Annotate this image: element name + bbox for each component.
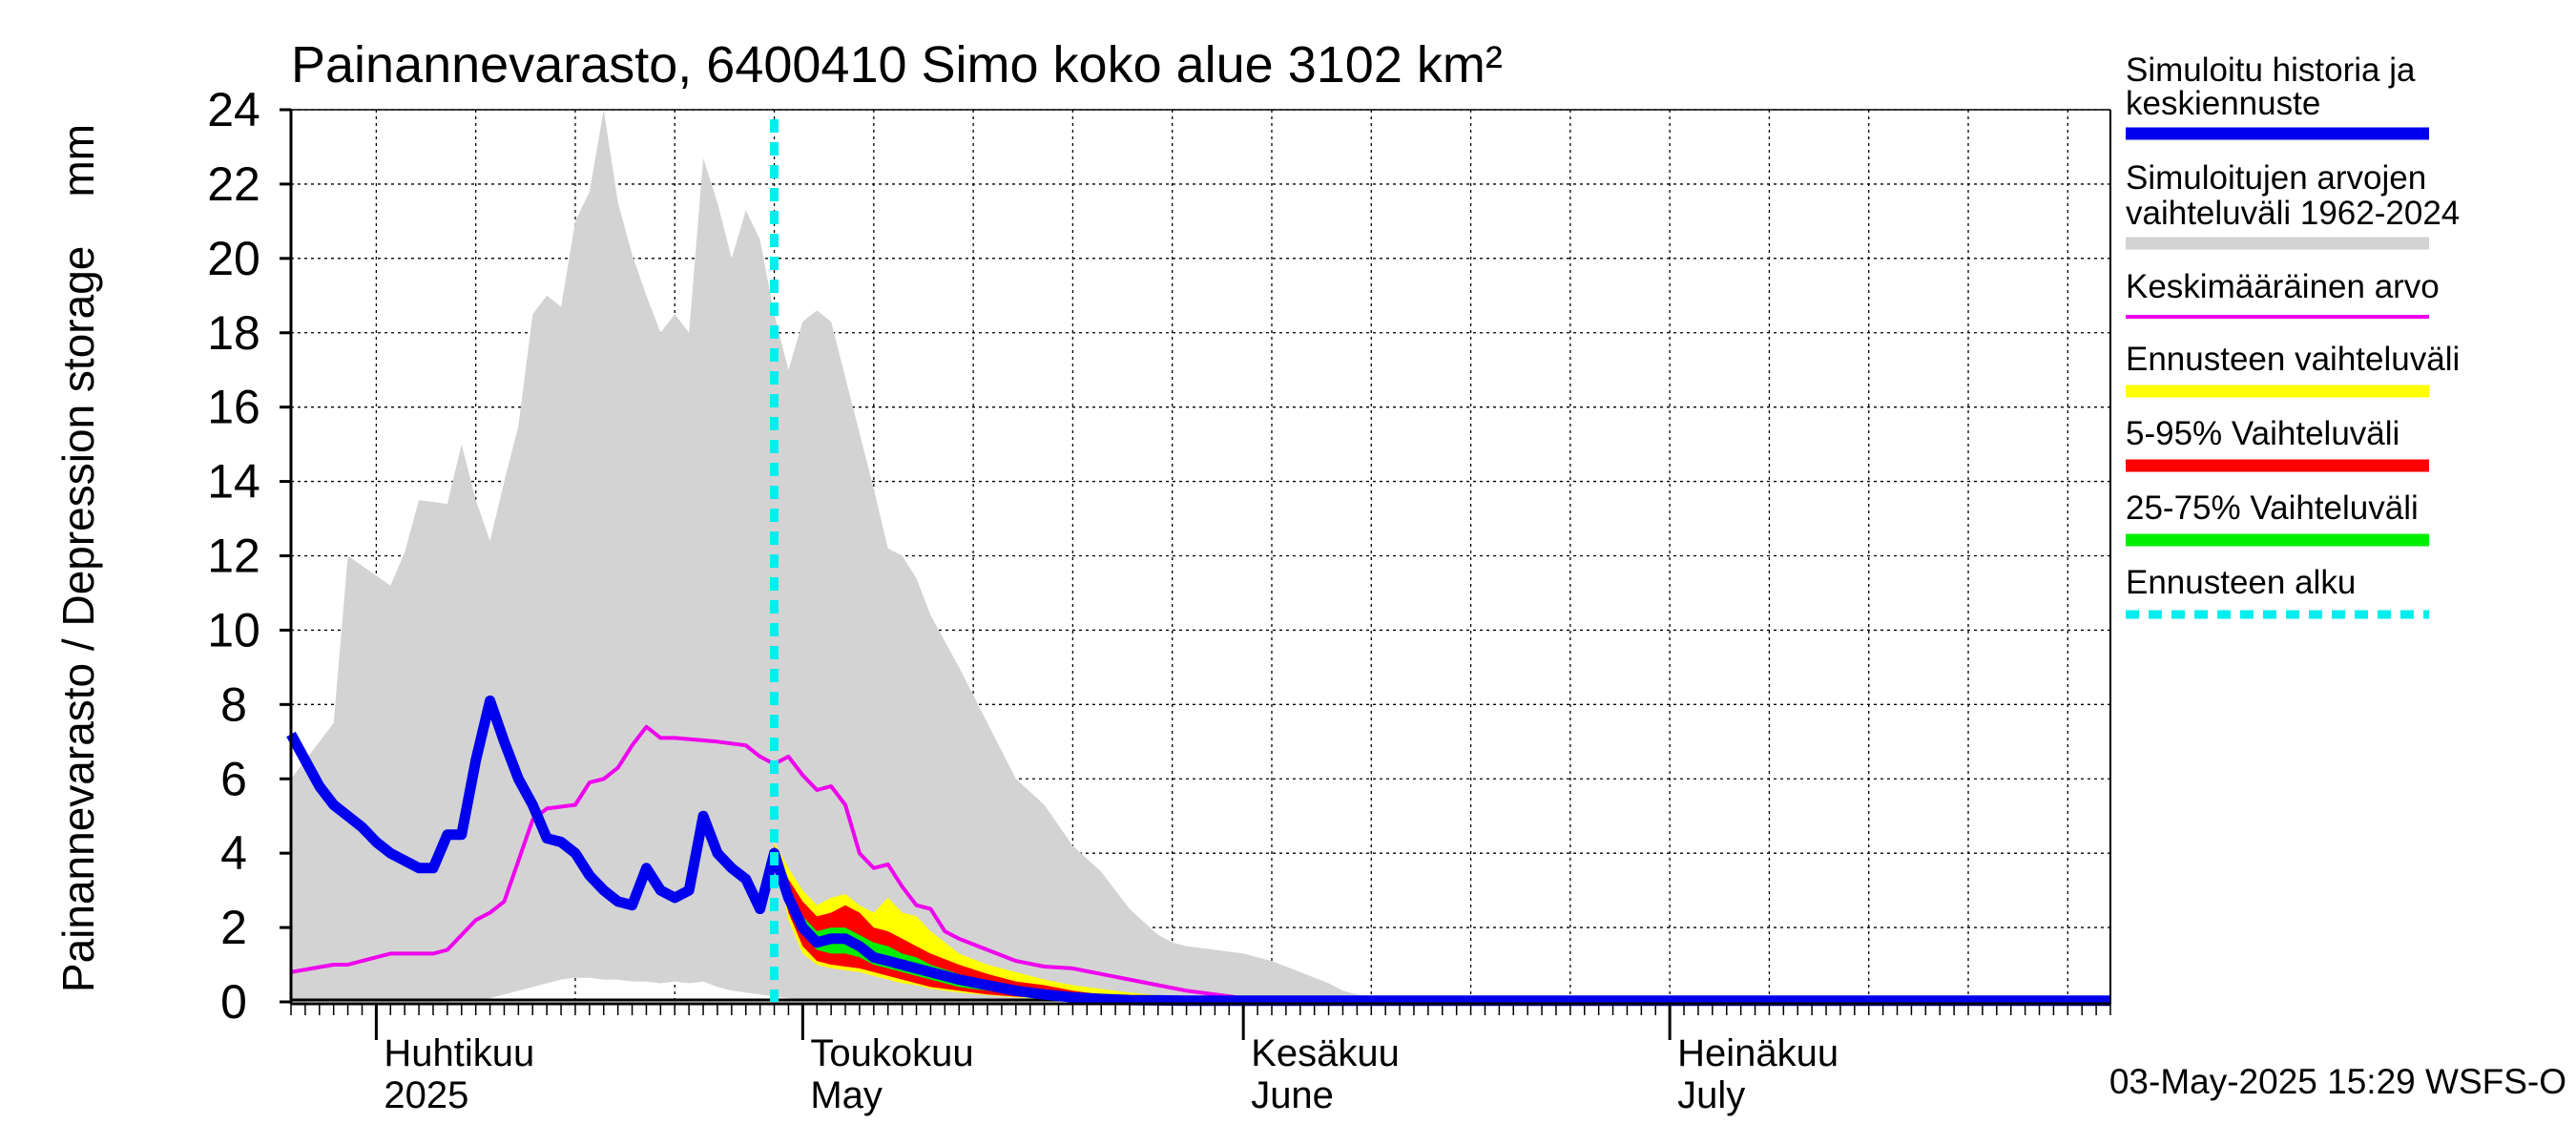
series-mean-line: [290, 724, 2110, 1003]
y-tick-label: 8: [220, 677, 247, 731]
y-tick-label: 6: [220, 752, 247, 805]
y-tick-label: 4: [220, 826, 247, 880]
x-month-sublabel: June: [1251, 1074, 1334, 1116]
series-simulated-line: [286, 695, 2110, 1007]
y-tick-label: 20: [207, 232, 260, 285]
legend-label-p5_95: 5-95% Vaihteluväli: [2126, 415, 2399, 452]
legend-label-p25_75: 25-75% Vaihteluväli: [2126, 489, 2419, 527]
x-month-sublabel: May: [810, 1074, 883, 1116]
legend-label-simulated: Simuloitu historia ja: [2126, 52, 2416, 89]
y-tick-label: 10: [207, 603, 260, 656]
plot-series: [286, 110, 2110, 1007]
y-tick-label: 18: [207, 306, 260, 360]
legend-label-hist_range-line2: vaihteluväli 1962-2024: [2126, 195, 2460, 232]
y-axis-label: Painannevarasto / Depression storage mm: [53, 124, 103, 992]
chart-title: Painannevarasto, 6400410 Simo koko alue …: [291, 36, 1503, 94]
generated-timestamp: 03-May-2025 15:29 WSFS-O: [2109, 1062, 2566, 1101]
series-historical-range-band: [291, 110, 2110, 1002]
y-tick-label: 2: [220, 901, 247, 954]
legend-label-hist_range: Simuloitujen arvojen: [2126, 159, 2426, 197]
x-month-label: Huhtikuu: [384, 1032, 534, 1074]
y-tick-label: 0: [220, 975, 247, 1029]
legend-label-mean: Keskimääräinen arvo: [2126, 268, 2440, 305]
legend-label-simulated-line2: keskiennuste: [2126, 85, 2320, 122]
legend-label-forecast_start: Ennusteen alku: [2126, 564, 2356, 601]
axes: 024681012141618202224Huhtikuu2025Toukoku…: [207, 83, 2111, 1116]
x-month-label: Toukokuu: [810, 1032, 973, 1074]
x-month-sublabel: July: [1677, 1074, 1745, 1116]
x-month-sublabel: 2025: [384, 1074, 468, 1116]
legend-label-forecast_range: Ennusteen vaihteluväli: [2126, 341, 2460, 378]
y-tick-label: 22: [207, 157, 260, 211]
y-tick-label: 16: [207, 381, 260, 434]
x-month-label: Heinäkuu: [1677, 1032, 1839, 1074]
y-tick-label: 14: [207, 455, 260, 509]
y-tick-label: 12: [207, 530, 260, 583]
x-month-label: Kesäkuu: [1251, 1032, 1400, 1074]
y-tick-label: 24: [207, 83, 260, 136]
